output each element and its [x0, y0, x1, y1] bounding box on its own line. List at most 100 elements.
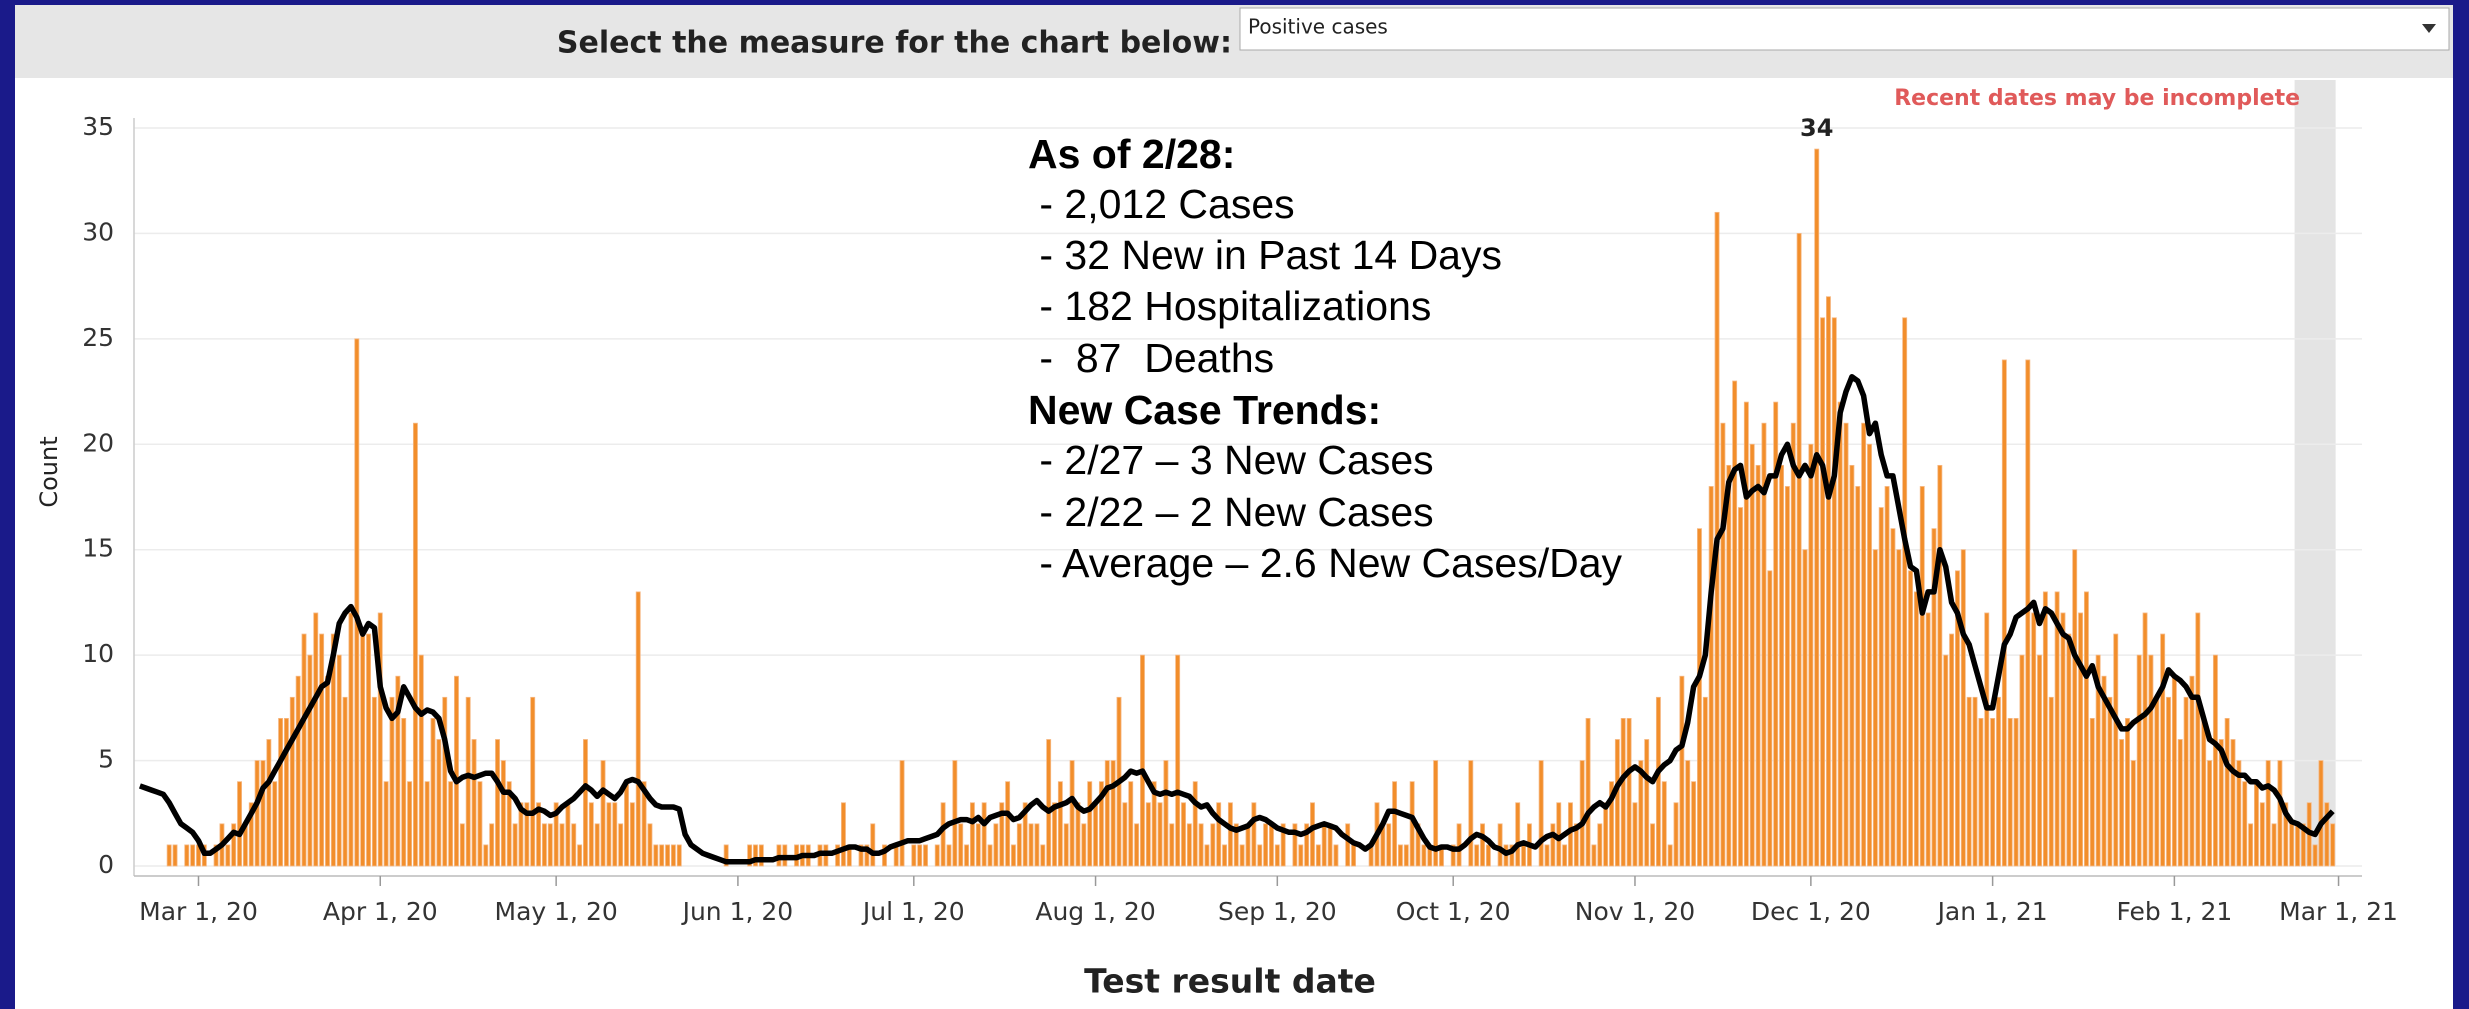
bar [1480, 823, 1485, 867]
bar [1485, 844, 1491, 867]
bar [958, 823, 964, 867]
bar [1397, 844, 1403, 867]
annotation-heading: As of 2/28: [1028, 131, 1235, 177]
bar [1767, 570, 1773, 867]
bar [1650, 823, 1656, 867]
bar [1855, 486, 1861, 867]
bar [190, 844, 196, 867]
bar [1192, 781, 1198, 867]
bar [1585, 718, 1591, 867]
annotation-line: - 32 New in Past 14 Days [1028, 232, 1502, 278]
bar [1872, 549, 1878, 867]
bar [231, 823, 237, 867]
bar [1145, 802, 1151, 867]
bar [1204, 844, 1210, 867]
bar [1392, 781, 1398, 867]
bar [1263, 823, 1269, 867]
bar [2072, 549, 2078, 867]
bar [1573, 823, 1579, 867]
bar [747, 844, 753, 867]
bar [1802, 549, 1808, 867]
y-tick-label: 10 [82, 639, 114, 668]
bar [1620, 718, 1626, 867]
bar [518, 802, 524, 867]
bar [1075, 802, 1081, 867]
bar [313, 612, 319, 867]
bar [342, 696, 348, 867]
bar [2224, 718, 2230, 867]
measure-dropdown[interactable]: Positive cases [1239, 7, 2450, 51]
bar [2136, 654, 2142, 867]
bar [1345, 823, 1351, 867]
bar [1216, 802, 1222, 867]
bar [213, 844, 219, 867]
dropdown-box[interactable] [1239, 7, 2450, 51]
y-tick-label: 5 [98, 745, 114, 774]
bar [1468, 760, 1474, 867]
bar [1644, 739, 1650, 867]
bar [1779, 464, 1784, 867]
bar [1186, 823, 1192, 867]
x-tick-label: Oct 1, 20 [1396, 897, 1511, 926]
bar [571, 823, 577, 867]
bar [2248, 823, 2254, 867]
bar [330, 633, 336, 867]
x-tick-label: Apr 1, 20 [323, 897, 438, 926]
bar [1890, 528, 1896, 867]
bar [1720, 422, 1726, 867]
bar [1550, 823, 1556, 867]
bar [1808, 443, 1814, 867]
bar [541, 823, 547, 867]
bar [1603, 802, 1609, 867]
bar [1046, 739, 1052, 867]
bar [1814, 148, 1820, 867]
bar [1040, 844, 1046, 867]
dropdown-value[interactable]: Positive cases [1248, 15, 1388, 39]
x-tick-label: Mar 1, 20 [139, 897, 258, 926]
bar [1005, 781, 1011, 867]
bar [2289, 823, 2295, 867]
bar [946, 844, 952, 867]
bar [1298, 844, 1304, 867]
bar [565, 802, 571, 867]
bar [325, 675, 330, 867]
bar [1169, 823, 1175, 867]
bar [442, 696, 448, 867]
bar [1163, 760, 1169, 867]
dropdown-arrow[interactable] [2422, 24, 2436, 33]
bar [506, 781, 512, 867]
bar [1087, 781, 1093, 867]
bar [670, 844, 676, 867]
bar [2265, 760, 2271, 867]
x-tick-label: Sep 1, 20 [1218, 897, 1337, 926]
bar [2019, 654, 2025, 867]
bar [2189, 675, 2195, 867]
bar [1034, 823, 1040, 867]
x-tick-label: Jun 1, 20 [681, 897, 794, 926]
bar [418, 654, 424, 867]
bar [975, 823, 981, 867]
bar [1960, 549, 1966, 867]
bar [237, 781, 242, 867]
bar [2031, 612, 2037, 867]
bar [278, 718, 284, 867]
bar [618, 823, 624, 867]
bar [1990, 718, 1996, 867]
bar [2054, 591, 2060, 867]
bar [2171, 675, 2177, 867]
bar [840, 802, 846, 867]
bar [289, 696, 295, 867]
bar [2125, 718, 2130, 867]
bar [1274, 844, 1280, 867]
bar [424, 781, 430, 867]
bar [1702, 696, 1708, 867]
bar [2177, 739, 2183, 867]
bar [1110, 760, 1116, 867]
bar [864, 844, 870, 867]
bar [1181, 802, 1186, 867]
bar [2148, 654, 2154, 867]
bar [500, 760, 506, 867]
bar [934, 844, 940, 867]
y-tick-label: 35 [82, 112, 114, 141]
